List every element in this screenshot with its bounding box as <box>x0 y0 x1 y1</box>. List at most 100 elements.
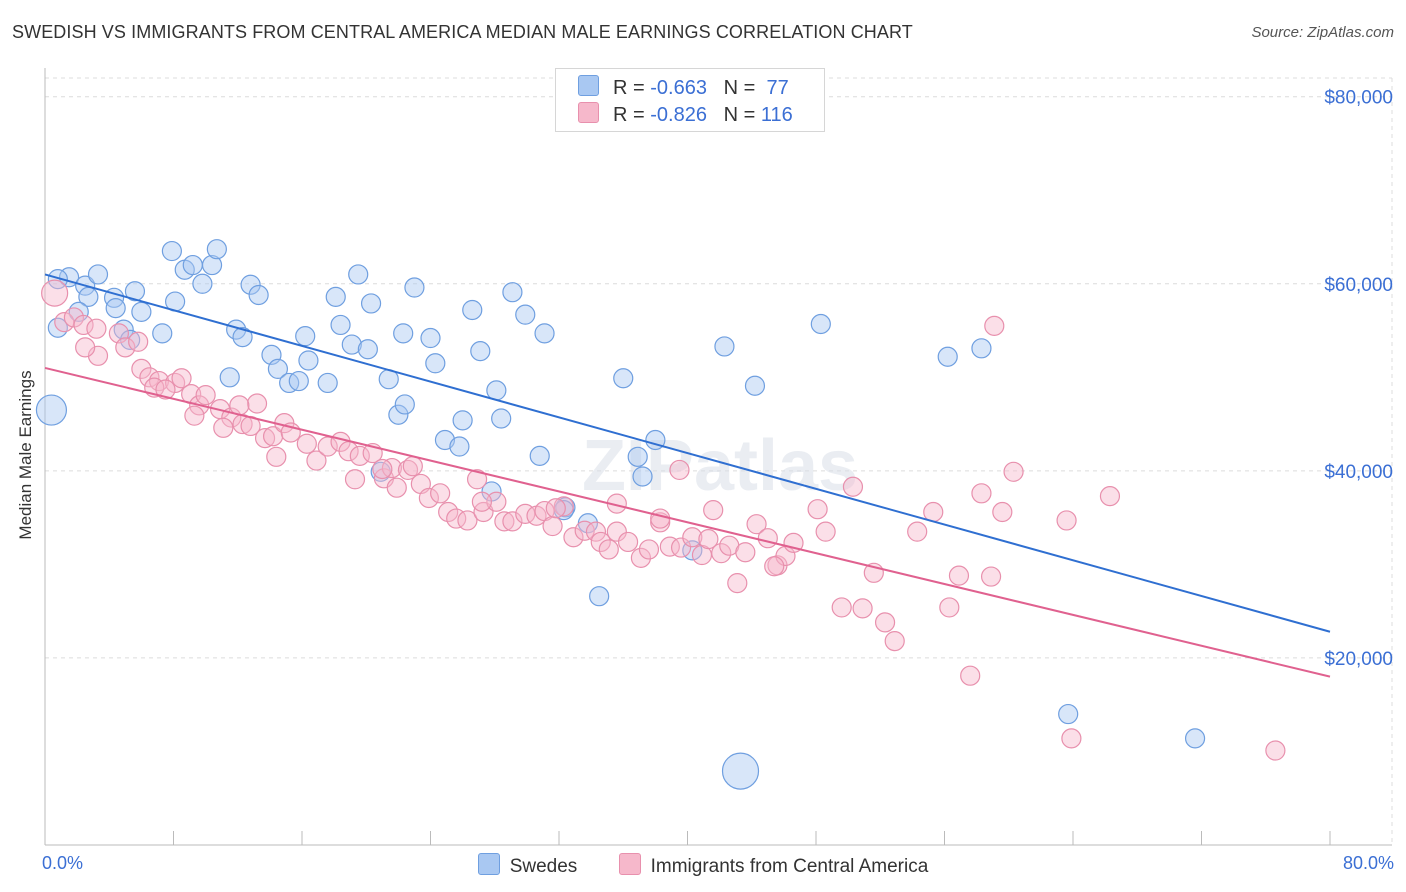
data-point[interactable] <box>1184 728 1206 749</box>
data-point[interactable] <box>746 514 767 535</box>
data-point[interactable] <box>317 372 338 394</box>
data-point[interactable] <box>457 510 478 531</box>
data-point[interactable] <box>590 531 611 553</box>
data-point[interactable] <box>703 500 724 521</box>
data-point[interactable] <box>698 529 719 550</box>
data-point[interactable] <box>470 341 491 362</box>
data-point[interactable] <box>627 446 648 467</box>
data-point[interactable] <box>613 368 634 389</box>
data-point[interactable] <box>404 277 425 298</box>
data-point[interactable] <box>545 498 566 519</box>
data-point[interactable] <box>744 375 766 396</box>
data-point[interactable] <box>254 428 276 449</box>
data-point[interactable] <box>502 282 523 303</box>
data-point[interactable] <box>372 458 393 480</box>
legend-item-swedes[interactable]: Swedes <box>477 853 577 878</box>
data-point[interactable] <box>630 547 652 568</box>
data-point[interactable] <box>124 281 146 302</box>
data-point[interactable] <box>35 394 68 426</box>
data-point[interactable] <box>452 410 473 431</box>
data-point[interactable] <box>721 752 760 790</box>
data-point[interactable] <box>486 491 507 512</box>
data-point[interactable] <box>670 537 692 558</box>
data-point[interactable] <box>386 477 407 498</box>
data-point[interactable] <box>494 511 515 532</box>
data-point[interactable] <box>515 304 536 325</box>
data-point[interactable] <box>296 433 317 454</box>
data-point[interactable] <box>115 337 136 358</box>
data-point[interactable] <box>574 520 595 541</box>
data-point[interactable] <box>418 487 439 509</box>
data-point[interactable] <box>449 436 470 457</box>
data-point[interactable] <box>1058 703 1079 725</box>
data-point[interactable] <box>984 315 1005 336</box>
data-point[interactable] <box>650 508 671 529</box>
data-point[interactable] <box>1003 461 1024 482</box>
data-point[interactable] <box>632 466 653 487</box>
data-point[interactable] <box>192 273 213 294</box>
data-point[interactable] <box>402 456 423 477</box>
data-point[interactable] <box>589 586 610 607</box>
data-point[interactable] <box>842 476 864 497</box>
data-point[interactable] <box>1061 728 1082 749</box>
data-point[interactable] <box>960 665 981 686</box>
data-point[interactable] <box>86 318 107 339</box>
data-point[interactable] <box>182 254 203 276</box>
data-point[interactable] <box>41 279 69 307</box>
data-point[interactable] <box>638 539 660 560</box>
data-point[interactable] <box>727 572 748 594</box>
data-point[interactable] <box>430 483 451 504</box>
data-point[interactable] <box>980 566 1002 587</box>
data-point[interactable] <box>288 370 309 392</box>
data-point[interactable] <box>87 264 109 285</box>
data-point[interactable] <box>131 301 152 322</box>
data-point[interactable] <box>471 491 492 512</box>
data-point[interactable] <box>874 612 896 633</box>
data-point[interactable] <box>152 323 173 344</box>
data-point[interactable] <box>711 543 732 564</box>
data-point[interactable] <box>438 501 459 523</box>
data-point[interactable] <box>659 536 680 557</box>
data-point[interactable] <box>466 469 488 490</box>
data-point[interactable] <box>47 317 68 338</box>
data-point[interactable] <box>75 337 96 358</box>
data-point[interactable] <box>155 379 176 400</box>
data-point[interactable] <box>831 597 852 618</box>
data-point[interactable] <box>232 326 253 348</box>
data-point[interactable] <box>330 314 351 336</box>
data-point[interactable] <box>948 565 970 586</box>
data-point[interactable] <box>325 286 346 307</box>
data-point[interactable] <box>542 515 563 537</box>
data-point[interactable] <box>246 393 268 414</box>
data-point[interactable] <box>393 323 414 344</box>
data-point[interactable] <box>47 269 68 290</box>
data-point[interactable] <box>267 358 289 379</box>
data-point[interactable] <box>131 358 152 379</box>
data-point[interactable] <box>213 417 234 438</box>
data-point[interactable] <box>852 598 873 619</box>
data-point[interactable] <box>128 331 149 352</box>
data-point[interactable] <box>884 630 905 652</box>
data-point[interactable] <box>349 445 370 466</box>
data-point[interactable] <box>1056 510 1077 531</box>
data-point[interactable] <box>682 527 703 548</box>
data-point[interactable] <box>295 326 316 347</box>
data-point[interactable] <box>529 445 550 466</box>
data-point[interactable] <box>298 350 319 371</box>
data-point[interactable] <box>1099 486 1121 507</box>
data-point[interactable] <box>221 407 242 428</box>
data-point[interactable] <box>54 312 75 333</box>
data-point[interactable] <box>606 521 627 542</box>
data-point[interactable] <box>201 254 223 276</box>
data-point[interactable] <box>939 597 960 618</box>
data-point[interactable] <box>735 542 756 563</box>
data-point[interactable] <box>341 334 362 355</box>
data-point[interactable] <box>764 556 785 577</box>
data-point[interactable] <box>105 298 126 319</box>
data-point[interactable] <box>248 284 269 306</box>
data-point[interactable] <box>502 511 523 532</box>
data-point[interactable] <box>266 446 287 467</box>
data-point[interactable] <box>388 404 409 425</box>
data-point[interactable] <box>425 353 446 374</box>
data-point[interactable] <box>598 539 619 560</box>
